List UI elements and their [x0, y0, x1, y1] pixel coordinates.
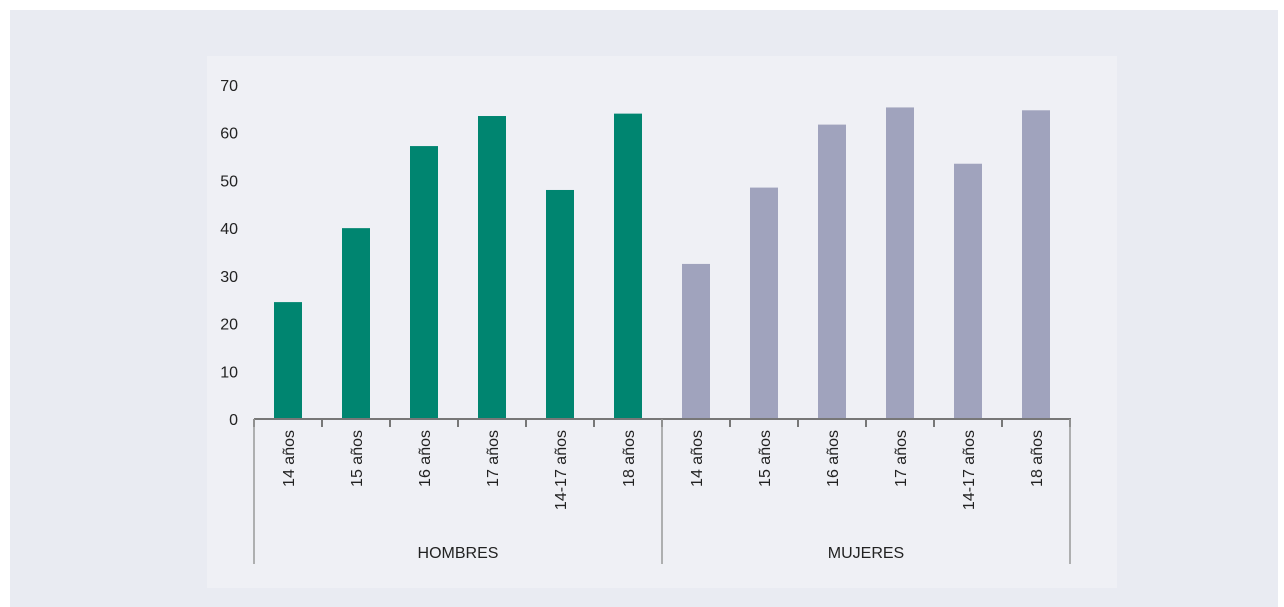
x-category-label: 17 años	[485, 430, 502, 487]
bar-mujeres-6	[1022, 110, 1050, 419]
y-tick-label: 40	[220, 221, 238, 238]
group-label: HOMBRES	[418, 545, 499, 562]
bar-mujeres-4	[886, 107, 914, 419]
bar-hombres-4	[478, 116, 506, 419]
bar-hombres-5	[546, 189, 574, 419]
x-axis: 14 años 15 años 16 años 17 años 14-17 años 18…	[253, 418, 1071, 564]
x-category-label: 18 años	[1029, 430, 1046, 487]
bar-mujeres-3	[818, 124, 846, 420]
x-category-label: 18 años	[621, 430, 638, 487]
y-tick-label: 20	[220, 317, 238, 334]
x-category-label: 16 años	[417, 430, 434, 487]
y-tick-label: 0	[229, 412, 238, 429]
bars	[274, 107, 1050, 420]
x-category-label: 17 años	[893, 430, 910, 487]
x-category-label: 14-17 años	[553, 430, 570, 510]
group-label: MUJERES	[828, 545, 904, 562]
x-category-label: 14 años	[281, 430, 298, 487]
x-category-label: 16 años	[825, 430, 842, 487]
bar-mujeres-2	[750, 187, 778, 419]
bar-hombres-2	[342, 228, 370, 419]
y-axis: 0 10 20 30 40 50 60 70	[220, 78, 238, 429]
y-tick-label: 30	[220, 269, 238, 286]
y-tick-label: 70	[220, 78, 238, 95]
bar-hombres-3	[410, 146, 438, 419]
bar-mujeres-1	[682, 263, 710, 419]
y-tick-label: 60	[220, 126, 238, 143]
x-category-label: 15 años	[349, 430, 366, 487]
y-tick-label: 50	[220, 173, 238, 190]
x-category-label: 14 años	[689, 430, 706, 487]
bar-hombres-6	[614, 113, 642, 419]
bar-hombres-1	[274, 302, 302, 419]
bar-mujeres-5	[954, 163, 982, 419]
x-category-label: 15 años	[757, 430, 774, 487]
y-tick-label: 10	[220, 364, 238, 381]
x-category-label: 14-17 años	[961, 430, 978, 510]
